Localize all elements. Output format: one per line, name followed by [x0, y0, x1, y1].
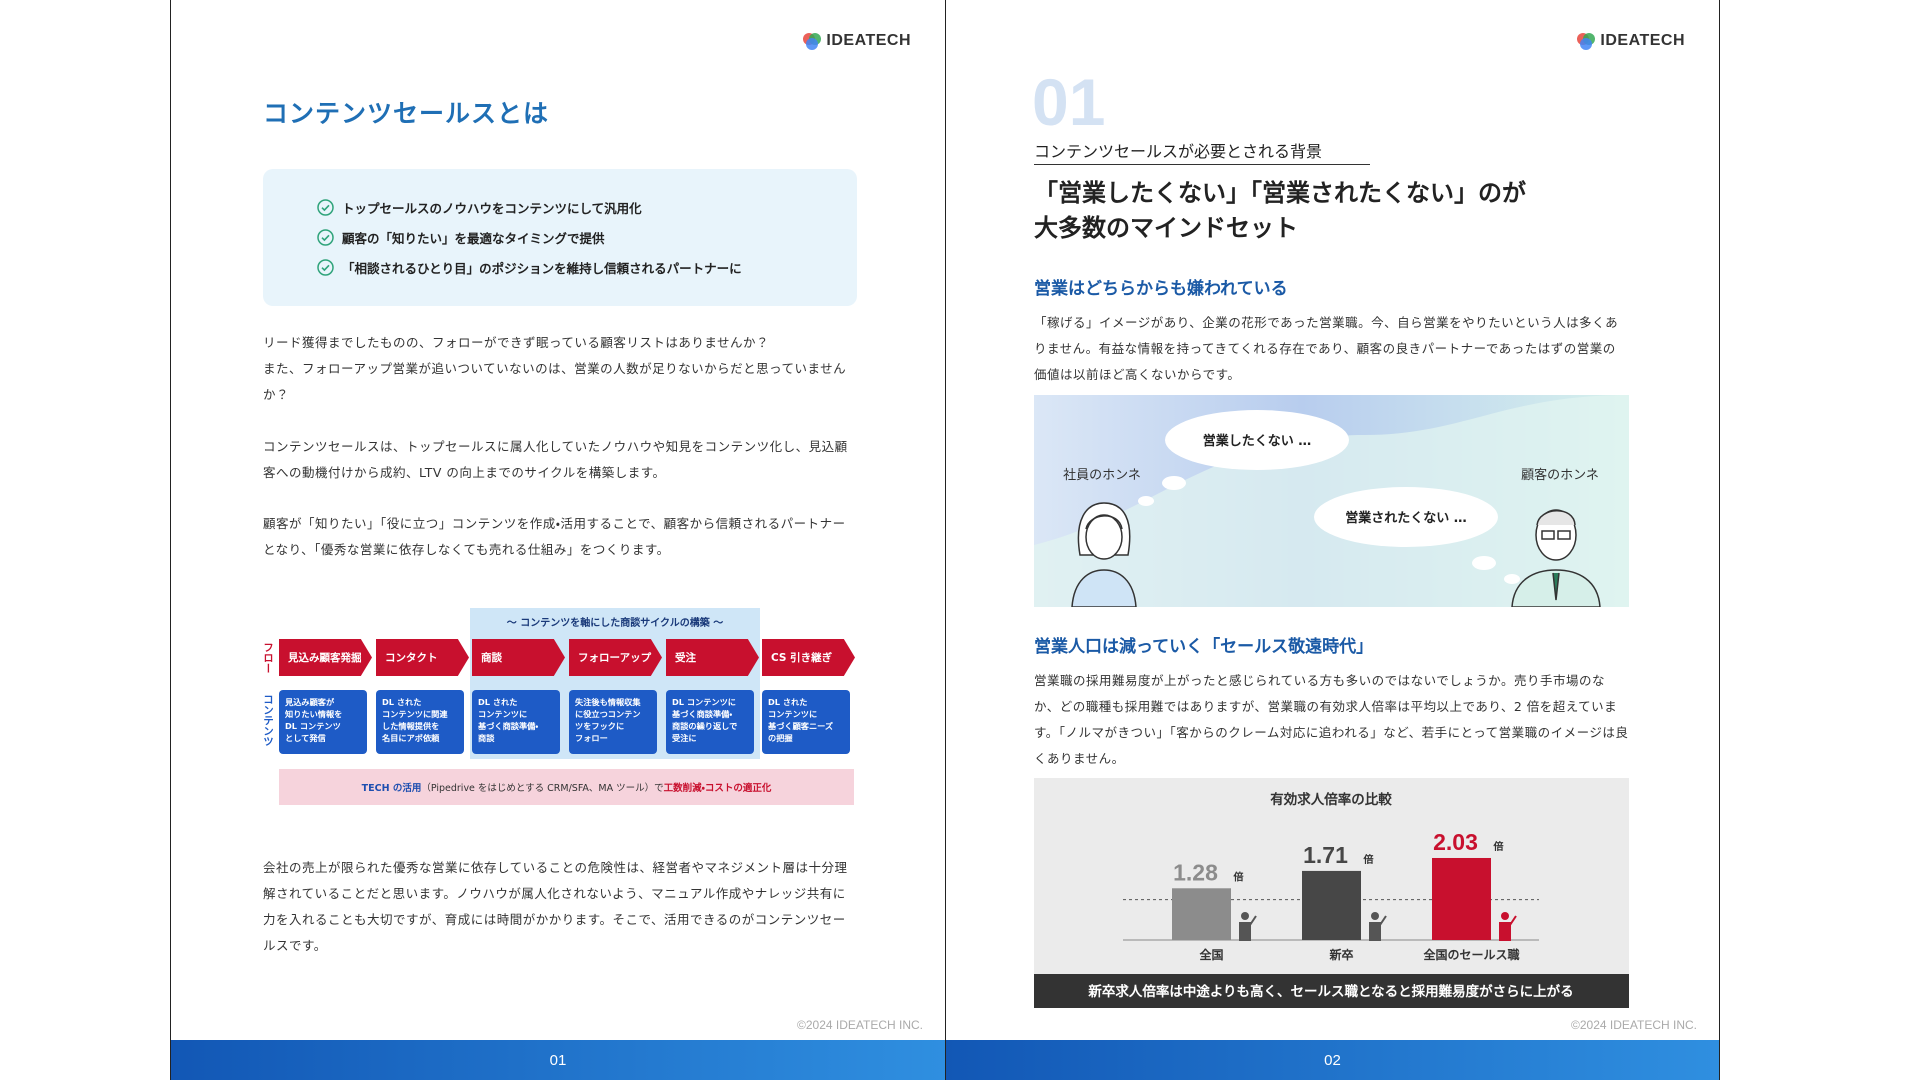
caption-bar	[1034, 974, 1629, 1008]
content-box: DL された コンテンツに 基づく顧客ニーズ の把握	[762, 690, 850, 754]
paragraph: 顧客が「知りたい」「役に立つ」コンテンツを作成・活用することで、顧客から信頼され…	[263, 516, 846, 557]
heading: 「営業したくない」「営業されたくない」のが 大多数のマインドセット	[1034, 176, 1526, 246]
logo: IDEATECH	[1576, 31, 1685, 51]
page: IDEATECH 01 コンテンツセールスが必要とされる背景 「営業したくない」…	[945, 0, 1720, 1080]
flow-step: コンタクト	[376, 639, 469, 676]
paragraph: 営業職の採用難易度が上がったと感じられている方も多いのではないでしょうか。売り手…	[1034, 673, 1629, 766]
check-text: 顧客の「知りたい」を最適なタイミングで提供	[342, 231, 605, 246]
content-box: 失注後も情報収集 に役立つコンテン ツをフックに フォロー	[569, 690, 657, 754]
title: コンテンツセールスとは	[263, 99, 550, 128]
tech-text: 工数削減・コストの適正化	[663, 783, 772, 794]
illustration-label: 社員のホンネ	[1063, 468, 1141, 483]
chart-panel: 有効求人倍率の比較 新卒求人倍率は中途よりも高く、セールス職となると採用難易度が…	[1034, 778, 1629, 1008]
flow-label: フロー	[262, 642, 274, 674]
check-item: 顧客の「知りたい」を最適なタイミングで提供	[317, 228, 605, 247]
content-box: DL コンテンツに 基づく商談準備・ 商談の繰り返しで 受注に	[666, 690, 754, 754]
bubble-text: 営業したくない …	[1203, 433, 1312, 449]
flow-step: フォローアップ	[569, 639, 662, 676]
content-box: DL された コンテンツに関連 した情報提供を 名目にアポ依頼	[376, 690, 464, 754]
content-box: DL された コンテンツに 基づく商談準備・ 商談	[472, 690, 560, 754]
paragraph: 会社の売上が限られた優秀な営業に依存していることの危険性は、経営者やマネジメント…	[263, 860, 848, 953]
unit-label: 倍	[1363, 853, 1374, 866]
heading-line: 大多数のマインドセット	[1034, 214, 1298, 242]
section-label: コンテンツセールスが必要とされる背景	[1034, 138, 1370, 165]
tech-text: TECH の活用	[361, 783, 422, 794]
bubble-text: 営業されたくない …	[1345, 510, 1467, 526]
check-item: トップセールスのノウハウをコンテンツにして汎用化	[317, 198, 642, 217]
flow-step: CS 引き継ぎ	[762, 639, 855, 676]
illustration-label: 顧客のホンネ	[1521, 468, 1599, 483]
paragraph: リード獲得までしたものの、フォローができず眠っている顧客リストはありませんか？ …	[263, 335, 847, 402]
page: IDEATECH コンテンツセールスとは トップセールスのノウハウをコンテンツに…	[170, 0, 945, 1080]
flow-step: 受注	[666, 639, 759, 676]
logo: IDEATECH	[802, 31, 911, 51]
category-label: 新卒	[1328, 947, 1353, 962]
illustration: 営業したくない … 営業されたくない … 社員のホンネ 顧客のホンネ	[1034, 395, 1629, 607]
tech-text: （Pipedrive をはじめとする CRM/SFA、MA ツール）で	[421, 783, 664, 794]
woman-figure	[1071, 502, 1137, 607]
page-number: 01	[549, 1051, 567, 1069]
unit-label: 倍	[1493, 840, 1504, 853]
person-icon	[1239, 915, 1257, 941]
value-label: 1.71	[1303, 842, 1348, 868]
page-number: 02	[1324, 1051, 1341, 1069]
person-icon	[1501, 912, 1509, 920]
category-label: 全国のセールス職	[1423, 947, 1519, 962]
footer-bar: 01	[171, 1040, 945, 1080]
person-icon	[1371, 912, 1379, 920]
value-label: 2.03	[1433, 829, 1478, 855]
logo-text: IDEATECH	[1600, 32, 1685, 49]
logo-mark	[803, 33, 822, 50]
flow-step: 商談	[472, 639, 565, 676]
person-icon	[1499, 915, 1517, 941]
unit-label: 倍	[1233, 870, 1244, 883]
check-item: 「相談されるひとり目」のポジションを維持し信頼されるパートナーに	[317, 258, 742, 277]
heading-line: 「営業したくない」「営業されたくない」のが	[1034, 179, 1526, 207]
check-text: 「相談されるひとり目」のポジションを維持し信頼されるパートナーに	[342, 261, 742, 276]
bar	[1172, 888, 1231, 940]
check-text: トップセールスのノウハウをコンテンツにして汎用化	[342, 201, 642, 216]
logo-mark	[1577, 33, 1596, 50]
person-icon	[1241, 912, 1249, 920]
logo-text: IDEATECH	[826, 32, 911, 49]
man-figure	[1511, 509, 1601, 607]
footer-bar: 02	[946, 1040, 1719, 1080]
content-label: コンテンツ	[262, 694, 274, 747]
content-box: 見込み顧客が 知りたい情報を DL コンテンツ として発信	[279, 690, 367, 754]
copyright: ©2024 IDEATECH INC.	[797, 1018, 923, 1032]
section-number: 01	[1032, 65, 1106, 139]
copyright: ©2024 IDEATECH INC.	[1571, 1018, 1697, 1032]
subheading: 営業はどちらからも嫌われている	[1034, 279, 1288, 299]
category-label: 全国	[1199, 947, 1223, 962]
chart-title: 有効求人倍率の比較	[1270, 791, 1392, 808]
value-label: 1.28	[1173, 859, 1218, 885]
subheading: 営業人口は減っていく「セールス敬遠時代」	[1034, 637, 1374, 657]
tech-bar: TECH の活用 （Pipedrive をはじめとする CRM/SFA、MA ツー…	[279, 769, 854, 805]
paragraph: コンテンツセールスは、トップセールスに属人化していたノウハウや知見をコンテンツ化…	[263, 439, 848, 480]
bar	[1302, 870, 1361, 940]
chart-caption: 新卒求人倍率は中途よりも高く、セールス職となると採用難易度がさらに上がる	[1087, 983, 1573, 1000]
summary-box	[263, 169, 857, 306]
flow-step: 見込み顧客発掘	[279, 639, 372, 676]
diagram-header: 〜 コンテンツを軸にした商談サイクルの構築 〜	[506, 618, 724, 629]
person-icon	[1369, 915, 1387, 941]
paragraph: 「稼げる」イメージがあり、企業の花形であった営業職。今、自ら営業をやりたいという…	[1034, 315, 1619, 382]
bar	[1432, 857, 1491, 940]
